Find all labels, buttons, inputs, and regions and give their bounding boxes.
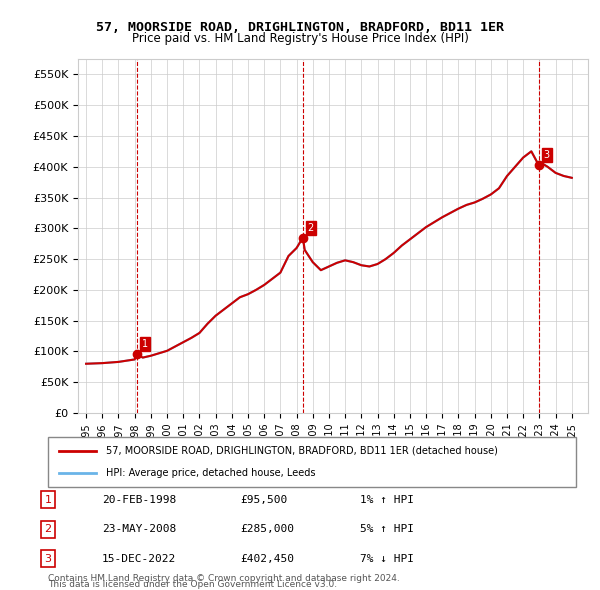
Text: 1: 1 <box>142 339 148 349</box>
Text: Contains HM Land Registry data © Crown copyright and database right 2024.: Contains HM Land Registry data © Crown c… <box>48 574 400 583</box>
Text: 1: 1 <box>44 495 52 504</box>
Text: 3: 3 <box>44 554 52 563</box>
Text: 15-DEC-2022: 15-DEC-2022 <box>102 554 176 563</box>
Text: £95,500: £95,500 <box>240 495 287 504</box>
Text: 57, MOORSIDE ROAD, DRIGHLINGTON, BRADFORD, BD11 1ER (detached house): 57, MOORSIDE ROAD, DRIGHLINGTON, BRADFOR… <box>106 445 498 455</box>
Text: 2: 2 <box>308 222 314 232</box>
Text: 57, MOORSIDE ROAD, DRIGHLINGTON, BRADFORD, BD11 1ER: 57, MOORSIDE ROAD, DRIGHLINGTON, BRADFOR… <box>96 21 504 34</box>
Text: 23-MAY-2008: 23-MAY-2008 <box>102 525 176 534</box>
Text: 3: 3 <box>544 150 550 160</box>
Text: 5% ↑ HPI: 5% ↑ HPI <box>360 525 414 534</box>
Text: 1% ↑ HPI: 1% ↑ HPI <box>360 495 414 504</box>
Text: Price paid vs. HM Land Registry's House Price Index (HPI): Price paid vs. HM Land Registry's House … <box>131 32 469 45</box>
Text: £285,000: £285,000 <box>240 525 294 534</box>
Text: £402,450: £402,450 <box>240 554 294 563</box>
FancyBboxPatch shape <box>48 437 576 487</box>
Text: 20-FEB-1998: 20-FEB-1998 <box>102 495 176 504</box>
Text: 7% ↓ HPI: 7% ↓ HPI <box>360 554 414 563</box>
Text: 2: 2 <box>44 525 52 534</box>
Text: This data is licensed under the Open Government Licence v3.0.: This data is licensed under the Open Gov… <box>48 580 337 589</box>
Text: HPI: Average price, detached house, Leeds: HPI: Average price, detached house, Leed… <box>106 468 316 478</box>
